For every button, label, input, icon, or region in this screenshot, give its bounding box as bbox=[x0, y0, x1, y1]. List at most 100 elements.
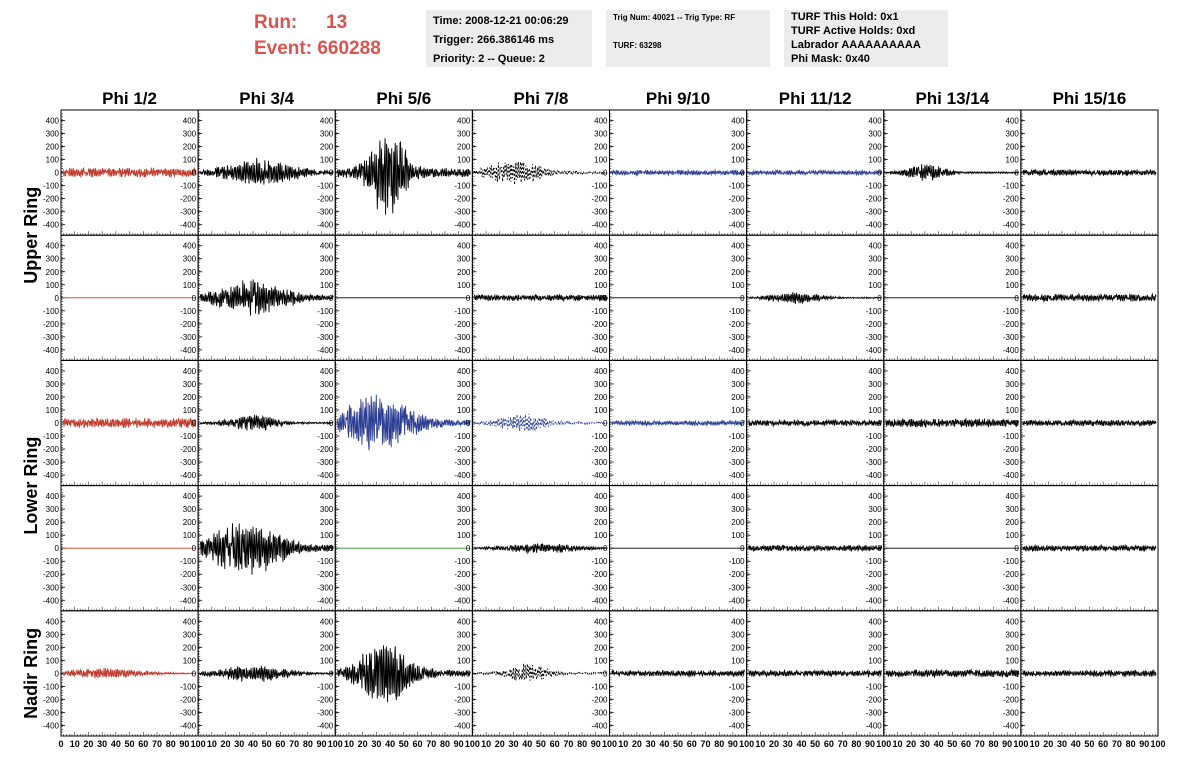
waveform-panel: 400 300 200 100 0 -100 -200 -300 -400 bbox=[454, 109, 610, 236]
y-tick-label: -200 bbox=[866, 695, 883, 704]
y-tick-label: -100 bbox=[591, 182, 608, 191]
y-tick-label: 0 bbox=[55, 419, 60, 428]
x-tick-label: 60 bbox=[275, 739, 285, 749]
x-tick-label: 20 bbox=[221, 739, 231, 749]
waveform-panel: 400 300 200 100 0 -100 -200 -300 -400 bbox=[866, 610, 1022, 737]
x-tick-label: 90 bbox=[865, 739, 875, 749]
x-tick-label: 50 bbox=[125, 739, 135, 749]
run-value: 13 bbox=[326, 12, 348, 33]
x-tick-label: 70 bbox=[1112, 739, 1122, 749]
turf-info-box: TURF This Hold: 0x1 TURF Active Holds: 0… bbox=[784, 10, 948, 67]
y-tick-label: -200 bbox=[454, 195, 471, 204]
labrador-text: Labrador AAAAAAAAAA bbox=[791, 39, 921, 51]
y-tick-label: -400 bbox=[43, 221, 60, 230]
y-tick-label: 300 bbox=[46, 380, 60, 389]
y-tick-label: 300 bbox=[1006, 130, 1020, 139]
y-tick-label: 300 bbox=[868, 255, 882, 264]
x-tick-label: 90 bbox=[454, 739, 464, 749]
y-tick-label: -100 bbox=[43, 307, 60, 316]
x-tick-label: 50 bbox=[947, 739, 957, 749]
waveform-panel: 400 300 200 100 0 -100 -200 -300 -400 bbox=[180, 109, 336, 236]
turf-text: TURF: 63298 bbox=[613, 41, 662, 50]
y-tick-label: 200 bbox=[868, 518, 882, 527]
y-tick-label: -100 bbox=[591, 307, 608, 316]
y-tick-label: 0 bbox=[466, 669, 471, 678]
y-tick-label: -200 bbox=[866, 320, 883, 329]
y-tick-label: -200 bbox=[43, 445, 60, 454]
y-tick-label: 100 bbox=[457, 531, 471, 540]
y-tick-label: 100 bbox=[320, 156, 334, 165]
y-tick-label: 400 bbox=[320, 242, 334, 251]
x-tick-label: 50 bbox=[399, 739, 409, 749]
y-tick-label: -200 bbox=[729, 695, 746, 704]
y-tick-label: -200 bbox=[317, 445, 334, 454]
y-tick-label: 0 bbox=[1014, 419, 1019, 428]
y-tick-label: -100 bbox=[43, 682, 60, 691]
x-tick-label: 60 bbox=[138, 739, 148, 749]
y-tick-label: -300 bbox=[180, 208, 197, 217]
y-tick-label: -300 bbox=[180, 708, 197, 717]
y-tick-label: -300 bbox=[317, 708, 334, 717]
y-tick-label: 200 bbox=[183, 143, 197, 152]
y-tick-label: 0 bbox=[192, 419, 197, 428]
x-tick-label: 60 bbox=[1098, 739, 1108, 749]
trigger-text: Trigger: 266.386146 ms bbox=[433, 34, 555, 46]
y-tick-label: 100 bbox=[731, 656, 745, 665]
y-tick-label: 100 bbox=[594, 531, 608, 540]
y-tick-label: 100 bbox=[731, 406, 745, 415]
x-tick-label: 20 bbox=[358, 739, 368, 749]
y-tick-label: -100 bbox=[729, 682, 746, 691]
y-tick-label: -200 bbox=[866, 570, 883, 579]
y-tick-label: 400 bbox=[457, 492, 471, 501]
y-tick-label: -200 bbox=[43, 195, 60, 204]
y-tick-label: 200 bbox=[320, 143, 334, 152]
waveform-panel: 400 300 200 100 0 -100 -200 -300 -400 bbox=[317, 485, 473, 612]
y-tick-label: 200 bbox=[46, 143, 60, 152]
y-tick-label: 200 bbox=[183, 268, 197, 277]
run-label: Run: bbox=[254, 12, 298, 33]
x-tick-label: 10 bbox=[70, 739, 80, 749]
waveform-panel: 400 300 200 100 0 -100 -200 -300 -400 bbox=[317, 359, 473, 487]
time-text: Time: 2008-12-21 00:06:29 bbox=[433, 15, 569, 27]
y-tick-label: 300 bbox=[320, 505, 334, 514]
y-tick-label: -400 bbox=[591, 471, 608, 480]
y-tick-label: -100 bbox=[317, 182, 334, 191]
y-tick-label: -100 bbox=[729, 182, 746, 191]
y-tick-label: -300 bbox=[729, 708, 746, 717]
y-tick-label: -300 bbox=[591, 708, 608, 717]
x-tick-label: 20 bbox=[83, 739, 93, 749]
y-tick-label: -400 bbox=[1003, 221, 1020, 230]
y-tick-label: 400 bbox=[320, 492, 334, 501]
y-tick-label: 400 bbox=[731, 492, 745, 501]
y-tick-label: 400 bbox=[1006, 117, 1020, 126]
y-tick-label: 100 bbox=[731, 281, 745, 290]
y-tick-label: -300 bbox=[454, 708, 471, 717]
y-tick-label: 100 bbox=[183, 406, 197, 415]
y-tick-label: 0 bbox=[55, 169, 60, 178]
y-tick-label: 100 bbox=[731, 156, 745, 165]
waveform-panel: 400 300 200 100 0 -100 -200 -300 -400 bbox=[43, 610, 199, 737]
x-tick-label: 50 bbox=[536, 739, 546, 749]
y-tick-label: -200 bbox=[866, 195, 883, 204]
y-tick-label: -400 bbox=[317, 596, 334, 605]
waveform-trace bbox=[199, 523, 334, 575]
y-tick-label: -400 bbox=[317, 721, 334, 730]
waveform-trace bbox=[611, 168, 745, 177]
y-tick-label: 400 bbox=[320, 617, 334, 626]
y-tick-label: -400 bbox=[454, 221, 471, 230]
y-tick-label: -300 bbox=[866, 458, 883, 467]
y-tick-label: 400 bbox=[731, 367, 745, 376]
y-tick-label: 0 bbox=[603, 169, 608, 178]
y-tick-label: 200 bbox=[1006, 143, 1020, 152]
y-tick-label: 100 bbox=[868, 406, 882, 415]
y-tick-label: 400 bbox=[868, 242, 882, 251]
y-tick-label: 400 bbox=[868, 367, 882, 376]
y-tick-label: 400 bbox=[457, 242, 471, 251]
y-tick-label: 200 bbox=[457, 643, 471, 652]
y-tick-label: 300 bbox=[1006, 505, 1020, 514]
y-tick-label: 100 bbox=[1006, 281, 1020, 290]
y-tick-label: -400 bbox=[591, 596, 608, 605]
x-tick-label: 30 bbox=[234, 739, 244, 749]
y-tick-label: 100 bbox=[46, 281, 60, 290]
